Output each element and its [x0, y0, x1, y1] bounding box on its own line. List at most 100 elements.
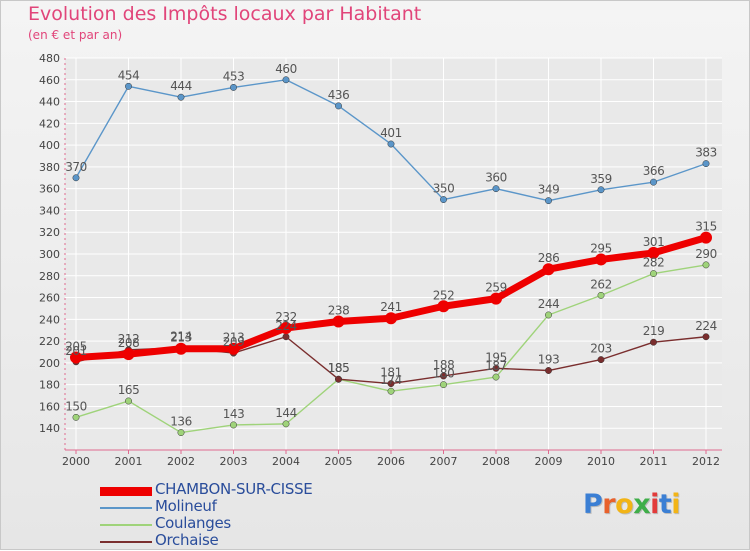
legend-label: Orchaise [155, 531, 219, 549]
y-tick-label: 200 [39, 357, 60, 370]
data-label: 150 [65, 399, 86, 413]
data-label: 350 [433, 182, 454, 196]
data-label: 188 [433, 358, 454, 372]
data-point [122, 348, 135, 361]
data-label: 212 [118, 332, 139, 346]
data-point [647, 246, 660, 259]
x-tick-label: 2011 [640, 455, 668, 468]
data-label: 136 [170, 415, 191, 429]
data-point [332, 315, 345, 328]
data-label: 262 [590, 277, 611, 291]
data-point [125, 397, 132, 405]
x-tick-label: 2000 [62, 455, 90, 468]
data-label: 187 [485, 359, 506, 373]
x-tick-label: 2009 [535, 455, 563, 468]
data-label: 282 [643, 256, 664, 270]
data-label: 195 [485, 350, 506, 364]
y-tick-label: 400 [39, 139, 60, 152]
x-tick-label: 2002 [167, 455, 195, 468]
data-point [702, 160, 710, 168]
legend-label: CHAMBON-SUR-CISSE [155, 480, 313, 498]
data-point [650, 178, 657, 186]
data-label: 174 [380, 373, 401, 387]
data-label: 295 [590, 241, 611, 255]
data-label: 193 [538, 353, 559, 367]
data-label: 259 [485, 281, 506, 295]
data-label: 360 [485, 171, 506, 185]
y-tick-label: 380 [39, 161, 60, 174]
data-point [440, 381, 447, 389]
data-point [545, 367, 552, 374]
data-point [280, 322, 292, 335]
data-label: 436 [328, 88, 349, 102]
data-label: 301 [643, 235, 664, 249]
data-label: 224 [275, 319, 296, 333]
data-point [650, 338, 657, 346]
legend-label: Molineuf [155, 497, 217, 515]
data-label: 185 [328, 361, 349, 375]
data-point [702, 261, 710, 269]
y-tick-label: 420 [39, 117, 60, 130]
y-tick-label: 220 [39, 335, 60, 348]
data-point [387, 380, 395, 388]
data-label: 444 [170, 79, 191, 93]
x-tick-label: 2012 [692, 455, 720, 468]
data-label: 454 [118, 68, 139, 82]
data-label: 349 [538, 183, 559, 197]
data-label: 180 [433, 367, 454, 381]
legend-swatch [100, 524, 152, 526]
data-label: 315 [695, 220, 716, 234]
y-tick-label: 160 [39, 400, 60, 413]
data-point [387, 140, 395, 148]
legend-swatch [100, 541, 152, 543]
data-label: 252 [433, 288, 454, 302]
data-point [492, 373, 500, 381]
y-tick-label: 240 [39, 313, 60, 326]
proxiti-logo: Proxiti [583, 489, 681, 520]
data-point [700, 231, 712, 244]
data-point [595, 253, 607, 266]
data-point [702, 333, 710, 341]
data-point [597, 291, 605, 299]
y-tick-label: 460 [39, 74, 60, 87]
data-point [230, 83, 237, 91]
data-label: 201 [65, 344, 86, 358]
data-point [597, 356, 605, 364]
data-label: 366 [643, 164, 664, 178]
chart-subtitle: (en € et par an) [28, 28, 123, 42]
y-tick-label: 360 [39, 183, 60, 196]
data-label: 208 [118, 336, 139, 350]
x-tick-label: 2010 [587, 455, 615, 468]
data-point [335, 102, 342, 110]
data-point [177, 93, 185, 101]
data-point [70, 351, 82, 364]
data-point [227, 342, 240, 355]
data-label: 460 [275, 62, 296, 76]
data-label: 241 [380, 300, 401, 314]
x-tick-label: 2005 [325, 455, 353, 468]
data-label: 214 [170, 330, 191, 344]
data-label: 238 [328, 304, 349, 318]
legend-label: Coulanges [155, 514, 231, 532]
y-tick-label: 300 [39, 248, 60, 261]
y-tick-label: 140 [39, 422, 60, 435]
x-tick-label: 2008 [482, 455, 510, 468]
y-tick-label: 180 [39, 379, 60, 392]
data-point [650, 270, 657, 278]
y-tick-label: 480 [39, 52, 60, 65]
legend-swatch [100, 507, 152, 509]
data-label: 383 [695, 146, 716, 160]
x-tick-label: 2004 [272, 455, 300, 468]
data-point [437, 300, 450, 313]
data-label: 213 [170, 331, 191, 345]
data-point [282, 420, 290, 428]
data-point [545, 197, 552, 205]
data-point [387, 387, 395, 395]
data-point [72, 174, 80, 182]
data-point [282, 76, 290, 84]
data-point [440, 372, 447, 380]
legend-swatch [100, 487, 152, 496]
data-label: 165 [118, 383, 139, 397]
data-point [542, 263, 555, 276]
